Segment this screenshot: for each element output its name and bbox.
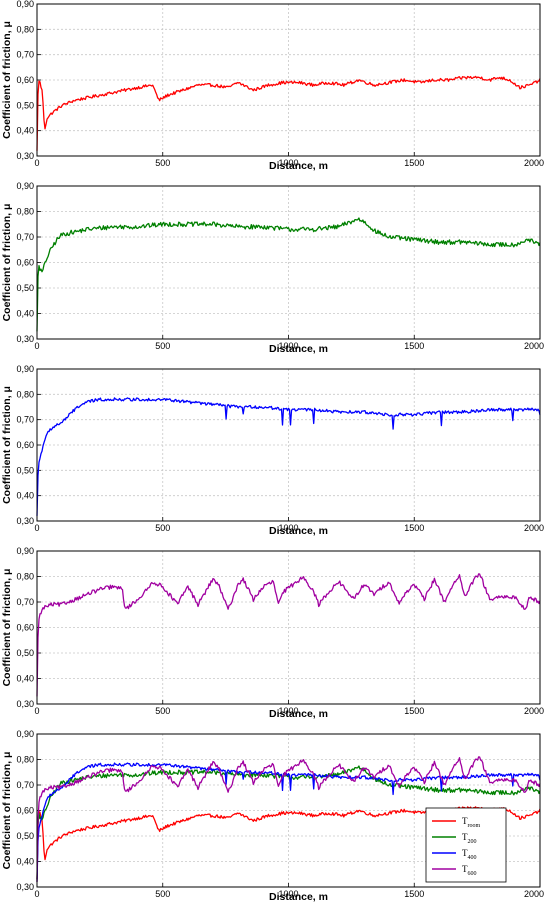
y-tick-label: 0,70	[16, 50, 34, 60]
x-tick-label: 1500	[404, 706, 424, 716]
y-axis-label: Coefficient of friction, μ	[1, 204, 13, 322]
y-tick-label: 0,90	[16, 546, 34, 556]
y-tick-label: 0,50	[16, 283, 34, 293]
plot-frame	[36, 733, 541, 888]
y-tick-label: 0,80	[16, 389, 34, 399]
y-tick-label: 0,70	[16, 780, 34, 790]
legend-entry: T200	[462, 832, 477, 845]
y-tick-label: 0,60	[16, 623, 34, 633]
series-line-1	[36, 573, 541, 697]
y-tick-label: 0,90	[16, 364, 34, 374]
x-axis-label: Distance, m	[269, 891, 328, 903]
y-axis-label: Coefficient of friction, μ	[1, 21, 13, 139]
series-line-1	[36, 75, 541, 151]
x-tick-label: 1000	[278, 523, 298, 533]
y-tick-label: 0,70	[16, 232, 34, 242]
y-tick-label: 0,50	[16, 648, 34, 658]
y-tick-label: 0,80	[16, 24, 34, 34]
legend: Troom T200 T400 T600	[425, 807, 507, 883]
y-tick-label: 0,80	[16, 572, 34, 582]
x-tick-label: 1000	[278, 889, 298, 899]
y-tick-label: 0,30	[16, 699, 34, 709]
x-tick-label: 1500	[404, 341, 424, 351]
y-tick-label: 0,70	[16, 415, 34, 425]
x-tick-label: 2000	[524, 523, 544, 533]
x-tick-label: 500	[155, 341, 170, 351]
y-tick-label: 0,40	[16, 126, 34, 136]
x-tick-label: 1500	[404, 158, 424, 168]
legend-entry: T600	[462, 864, 477, 877]
x-tick-label: 0	[34, 706, 39, 716]
legend-entry: T400	[462, 848, 477, 861]
series-line-1	[36, 217, 541, 332]
y-axis-label: Coefficient of friction, μ	[1, 569, 13, 687]
y-tick-label: 0,60	[16, 806, 34, 816]
plot-frame	[36, 368, 541, 522]
x-tick-label: 0	[34, 889, 39, 899]
y-tick-label: 0,50	[16, 100, 34, 110]
chart-panel-3: 0,30 0,40 0,50 0,60 0,70 0,80 0,90 0 500 1000 1500…	[1, 364, 544, 537]
x-axis-label: Distance, m	[269, 160, 328, 172]
x-tick-label: 0	[34, 341, 39, 351]
x-tick-label: 500	[155, 889, 170, 899]
y-tick-label: 0,90	[16, 181, 34, 191]
x-tick-label: 1000	[278, 341, 298, 351]
legend-entry: Troom	[462, 816, 480, 829]
chart-panel-4: 0,30 0,40 0,50 0,60 0,70 0,80 0,90 0 500 1000 1500…	[1, 546, 544, 720]
x-tick-label: 500	[155, 706, 170, 716]
plot-frame	[36, 550, 541, 705]
y-tick-label: 0,60	[16, 440, 34, 450]
x-tick-label: 2000	[524, 706, 544, 716]
y-tick-label: 0,80	[16, 755, 34, 765]
plot-frame	[36, 3, 541, 157]
x-tick-label: 1000	[278, 158, 298, 168]
plot-frame	[36, 185, 541, 340]
y-tick-label: 0,70	[16, 597, 34, 607]
y-tick-label: 0,80	[16, 207, 34, 217]
series-line-1	[36, 397, 541, 516]
x-axis-label: Distance, m	[269, 343, 328, 355]
x-tick-label: 2000	[524, 889, 544, 899]
y-tick-label: 0,30	[16, 516, 34, 526]
y-tick-label: 0,30	[16, 334, 34, 344]
y-tick-label: 0,60	[16, 75, 34, 85]
x-tick-label: 0	[34, 523, 39, 533]
chart-panel-2: 0,30 0,40 0,50 0,60 0,70 0,80 0,90 0 500 1000 1500…	[1, 181, 544, 355]
y-tick-label: 0,40	[16, 309, 34, 319]
x-axis-label: Distance, m	[269, 525, 328, 537]
y-axis-label: Coefficient of friction, μ	[1, 752, 13, 870]
y-tick-label: 0,50	[16, 465, 34, 475]
series-line-4	[36, 756, 541, 880]
chart-panel-1: 0,30 0,40 0,50 0,60 0,70 0,80 0,90 0 500 1000 1500…	[1, 0, 544, 172]
x-tick-label: 500	[155, 158, 170, 168]
x-tick-label: 1000	[278, 706, 298, 716]
x-tick-label: 0	[34, 158, 39, 168]
y-tick-label: 0,90	[16, 729, 34, 739]
y-tick-label: 0,40	[16, 491, 34, 501]
y-tick-label: 0,40	[16, 857, 34, 867]
y-tick-label: 0,30	[16, 882, 34, 892]
y-tick-label: 0,50	[16, 831, 34, 841]
y-tick-label: 0,30	[16, 151, 34, 161]
series-line-3	[36, 762, 541, 882]
x-tick-label: 500	[155, 523, 170, 533]
y-axis-label: Coefficient of friction, μ	[1, 386, 13, 504]
x-axis-label: Distance, m	[269, 708, 328, 720]
chart-panel-5: 0,30 0,40 0,50 0,60 0,70 0,80 0,90 0 500 1000 1500…	[1, 729, 544, 903]
x-tick-label: 2000	[524, 158, 544, 168]
x-tick-label: 2000	[524, 341, 544, 351]
y-tick-label: 0,90	[16, 0, 34, 9]
x-tick-label: 1500	[404, 523, 424, 533]
series-line-2	[36, 765, 541, 880]
y-tick-label: 0,40	[16, 674, 34, 684]
y-tick-label: 0,60	[16, 258, 34, 268]
x-tick-label: 1500	[404, 889, 424, 899]
